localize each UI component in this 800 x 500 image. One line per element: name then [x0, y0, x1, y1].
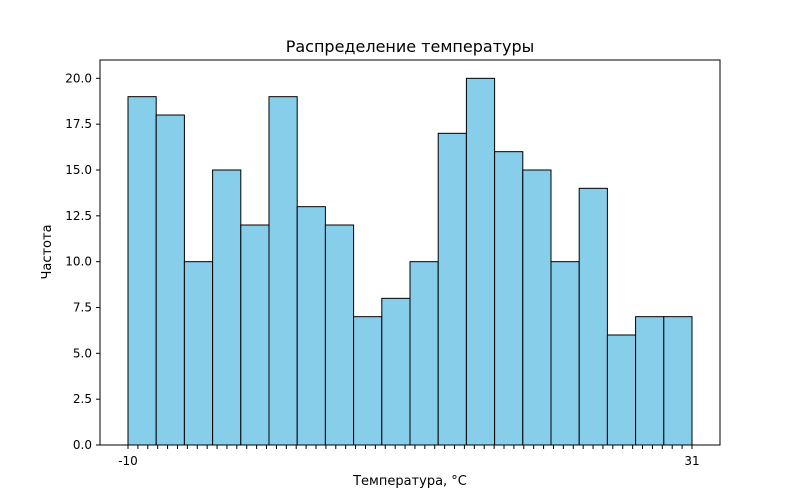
y-tick-label: 2.5	[73, 392, 92, 406]
y-tick-label: 20.0	[65, 71, 92, 85]
histogram-bar	[635, 316, 665, 446]
histogram-bar	[212, 169, 242, 446]
histogram-bar	[268, 96, 298, 446]
x-tick-label: 31	[684, 454, 699, 468]
histogram-bar	[494, 151, 524, 446]
histogram-bar	[578, 187, 608, 446]
histogram-bar	[381, 297, 411, 446]
y-tick-label: 5.0	[73, 346, 92, 360]
histogram-bar	[606, 334, 637, 446]
histogram-bar	[324, 224, 355, 446]
x-tick-label: -10	[118, 454, 138, 468]
y-tick-label: 0.0	[73, 438, 92, 452]
histogram-bar	[155, 114, 185, 446]
histogram-bar	[353, 316, 383, 446]
histogram-bar	[663, 316, 693, 446]
y-tick-label: 10.0	[65, 255, 92, 269]
y-axis-label: Частота	[40, 224, 55, 279]
y-tick-label: 7.5	[73, 301, 92, 315]
histogram-bar	[296, 206, 326, 446]
y-tick-label: 12.5	[65, 209, 92, 223]
bar-group	[127, 77, 693, 446]
chart-title: Распределение температуры	[286, 37, 535, 56]
y-axis-ticks: 0.0 2.5 5.0 7.5 10.0 12.5 15.0 17.5 20.0	[65, 71, 100, 452]
histogram-bar	[437, 132, 467, 446]
y-tick-label: 15.0	[65, 163, 92, 177]
histogram-bar	[522, 169, 552, 446]
histogram-bar	[409, 261, 439, 446]
histogram-bar	[465, 77, 496, 446]
histogram-bar	[550, 261, 580, 446]
x-axis-ticks: -10 31	[118, 445, 700, 468]
histogram-bar	[183, 261, 214, 446]
x-axis-label: Температура, °C	[352, 474, 467, 489]
histogram-bar	[240, 224, 270, 446]
plot-frame	[99, 59, 721, 446]
histogram-bar	[127, 96, 157, 446]
y-tick-label: 17.5	[65, 117, 92, 131]
